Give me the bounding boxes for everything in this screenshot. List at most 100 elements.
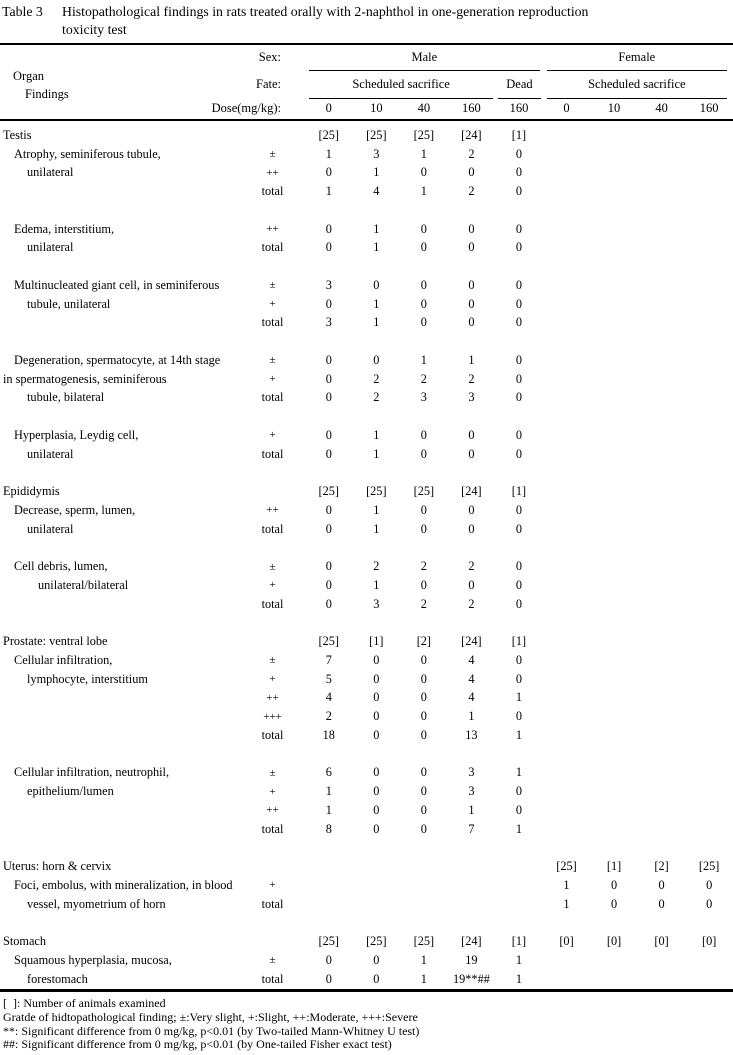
value-cell: [25] [413,127,435,142]
value-cell: [24] [461,934,482,949]
grade-cell: total [261,446,284,461]
grade-cell: ± [269,148,276,161]
value-cell: 0 [515,521,523,536]
table-row: ++ 1 0 0 1 0 [0,801,733,820]
row-label: unilateral [27,240,74,255]
table-title-line2: toxicity test [62,21,127,37]
value-cell: 0 [515,315,523,330]
value-cell: 0 [468,296,475,311]
value-cell: 0 [515,671,523,686]
row-label: unilateral [27,165,74,180]
row-label: epithelium/lumen [27,784,114,799]
grade-cell: ++ [266,804,279,817]
value-cell: [25] [366,484,387,499]
value-cell: 0 [373,765,380,780]
row-label: Multinucleated giant cell, in seminifero… [14,277,220,292]
value-cell: 1 [373,521,380,536]
grade-cell: ++ [266,223,279,236]
value-cell: 0 [325,296,332,311]
value-cell: 4 [468,690,475,705]
table-row: ++ 4 0 0 4 1 [0,689,733,708]
value-cell: [24] [461,484,482,499]
grade-cell: + [269,373,276,386]
value-cell: [2] [654,859,669,874]
value-cell: 1 [420,952,427,967]
value-cell: 0 [468,521,475,536]
value-cell: 0 [325,971,332,986]
findings-label: Findings [25,87,69,101]
value-cell: 0 [515,427,523,442]
value-cell: 0 [515,802,523,817]
spacer-row [0,407,733,426]
dose-col-header: 40 [655,101,668,116]
value-cell: 1 [373,577,380,592]
value-cell: 1 [468,352,475,367]
value-cell: 3 [325,315,332,330]
row-label: Edema, interstitium, [14,221,115,236]
value-cell: 0 [420,671,427,686]
table-row: total 3 1 0 0 0 [0,314,733,333]
spacer-row [0,745,733,764]
fate-label: Fate: [256,77,281,91]
value-cell: 0 [325,502,332,517]
value-cell: [25] [413,484,435,499]
table-row: unilateral ++ 0 1 0 0 0 [0,164,733,183]
grade-cell: total [261,315,284,330]
value-cell: 0 [373,690,380,705]
dose-col-header: 160 [699,101,719,116]
grade-cell: total [261,971,284,986]
table-row: Stomach [25] [25] [25] [24] [1] [0] [0] [0] [0] [0,932,733,951]
row-label: Cellular infiltration, neutrophil, [14,765,170,780]
value-cell: [1] [369,634,384,649]
value-cell: [1] [511,484,527,499]
value-cell: 0 [515,502,523,517]
value-cell: 1 [420,352,427,367]
row-label: Hyperplasia, Leydig cell, [14,427,139,442]
value-cell: 0 [515,446,523,461]
value-cell: 0 [468,427,475,442]
spacer-row [0,539,733,558]
value-cell: [25] [318,634,340,649]
value-cell: 0 [515,596,523,611]
value-cell: 2 [468,184,475,199]
table-header: Organ Findings Sex: Male Female Fate: Sc… [0,43,733,121]
value-cell: 0 [373,671,380,686]
grade-cell: total [261,896,284,911]
value-cell: 0 [515,277,523,292]
value-cell: 2 [373,559,380,574]
organ-findings-header: Organ Findings [13,67,69,103]
value-cell: 2 [373,390,380,405]
grade-cell: ± [269,654,276,667]
value-cell: 0 [515,296,523,311]
male-scheduled-sacrifice-header: Scheduled sacrifice [309,71,494,99]
value-cell: 0 [420,427,427,442]
value-cell: 1 [515,727,523,742]
value-cell: 0 [420,277,427,292]
row-label: Stomach [3,934,47,949]
value-cell: 19**## [452,971,490,986]
value-cell: 2 [325,709,332,724]
value-cell: [24] [461,634,482,649]
table-row: unilateral total 0 1 0 0 0 [0,445,733,464]
table-row: Decrease, sperm, lumen, ++ 0 1 0 0 0 [0,501,733,520]
row-label: Atrophy, seminiferous tubule, [14,146,161,161]
row-label: unilateral/bilateral [38,577,129,592]
value-cell: 0 [515,146,523,161]
grade-cell: total [261,596,284,611]
row-label: Cell debris, lumen, [14,559,108,574]
value-cell: 1 [373,221,380,236]
grade-cell: total [261,727,284,742]
table-title: Histopathological findings in rats treat… [62,3,588,38]
value-cell: 1 [468,802,475,817]
table-row: total 18 0 0 13 1 [0,726,733,745]
value-cell: 0 [325,559,332,574]
table-body: Testis [25] [25] [25] [24] [1] Atrophy, semini… [0,123,733,992]
grade-cell: ± [269,279,276,292]
grade-cell: total [261,240,284,255]
value-cell: 0 [515,390,523,405]
value-cell: [0] [606,934,622,949]
table-row: total 0 3 2 2 0 [0,595,733,614]
value-cell: 0 [515,559,523,574]
value-cell: 2 [468,371,475,386]
table-row: Cellular infiltration, neutrophil, ±6 0 0 3 1 [0,764,733,783]
